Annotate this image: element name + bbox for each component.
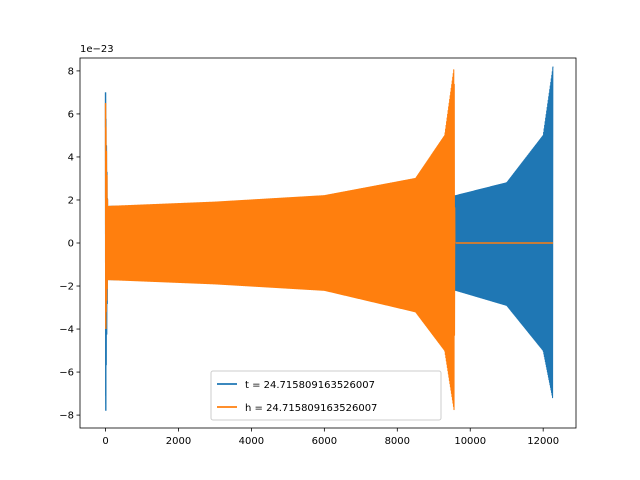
- y-tick-label: −2: [59, 282, 74, 293]
- x-tick-label: 8000: [385, 436, 410, 447]
- plot-area: [79, 57, 577, 429]
- legend-label-t: t = 24.715809163526007: [245, 380, 375, 391]
- legend-label-h: h = 24.715809163526007: [245, 403, 377, 414]
- x-tick-label: 4000: [239, 436, 264, 447]
- y-tick-label: 2: [68, 195, 74, 206]
- y-tick-label: 0: [68, 239, 74, 250]
- y-tick-label: −4: [59, 325, 74, 336]
- series-layer: [104, 66, 554, 411]
- x-tick-label: 2000: [166, 436, 191, 447]
- x-axis-ticks: 0 2000 4000 6000 8000 10000 12000: [102, 428, 559, 447]
- y-scale-label: 1e−23: [80, 44, 114, 55]
- x-tick-label: 12000: [527, 436, 559, 447]
- y-tick-label: 4: [68, 152, 74, 163]
- y-tick-label: −8: [59, 411, 74, 422]
- y-tick-label: −6: [59, 368, 74, 379]
- legend-box: [210, 370, 442, 421]
- x-tick-label: 10000: [454, 436, 486, 447]
- series-line-h: [104, 69, 456, 411]
- y-tick-label: 6: [68, 109, 74, 120]
- legend: t = 24.715809163526007 h = 24.7158091635…: [210, 370, 442, 421]
- y-axis-ticks: −8 −6 −4 −2 0 2 4 6 8: [59, 66, 80, 422]
- y-tick-label: 8: [68, 66, 74, 77]
- x-tick-label: 6000: [312, 436, 337, 447]
- x-tick-label: 0: [102, 436, 108, 447]
